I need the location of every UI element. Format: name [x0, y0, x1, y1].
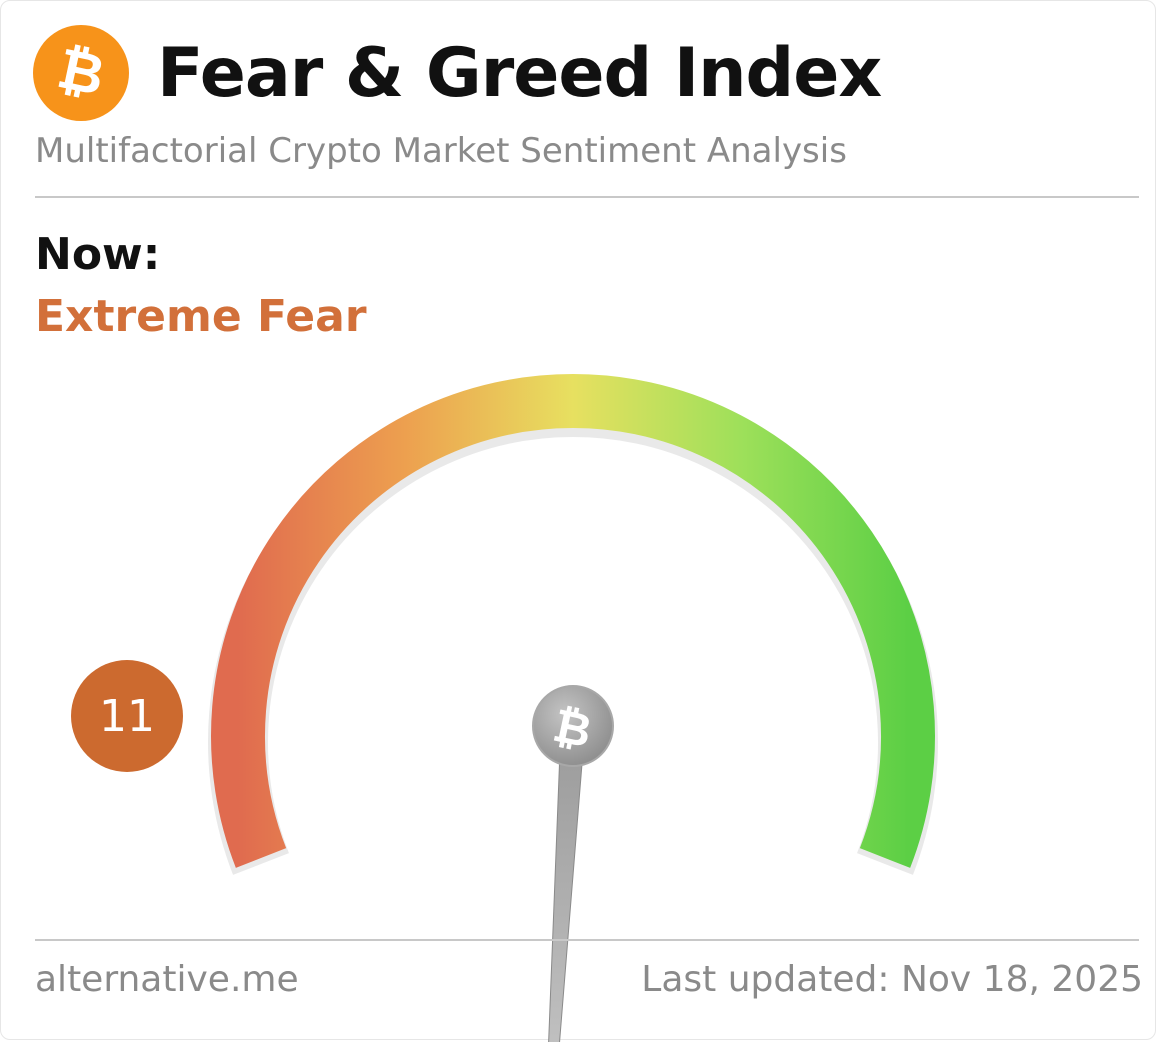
divider-top [35, 196, 1139, 198]
now-label: Now: [35, 229, 161, 280]
svg-text:₿: ₿ [52, 36, 110, 109]
gauge-arc [211, 374, 935, 868]
page-title: Fear & Greed Index [157, 33, 882, 113]
gauge-hub [532, 685, 614, 767]
sentiment-classification: Extreme Fear [35, 291, 367, 342]
header: ₿ Fear & Greed Index [33, 25, 882, 121]
last-updated: Last updated: Nov 18, 2025 [641, 959, 1143, 1000]
bitcoin-hub-icon: ₿ [549, 698, 597, 759]
source-link[interactable]: alternative.me [35, 959, 299, 1000]
gauge-arc-shadow [208, 377, 938, 875]
page-subtitle: Multifactorial Crypto Market Sentiment A… [35, 131, 847, 171]
index-value-badge: 11 [71, 660, 183, 772]
bitcoin-logo-icon: ₿ [33, 25, 129, 121]
divider-bottom [35, 939, 1139, 941]
gauge-needle [548, 724, 586, 1042]
